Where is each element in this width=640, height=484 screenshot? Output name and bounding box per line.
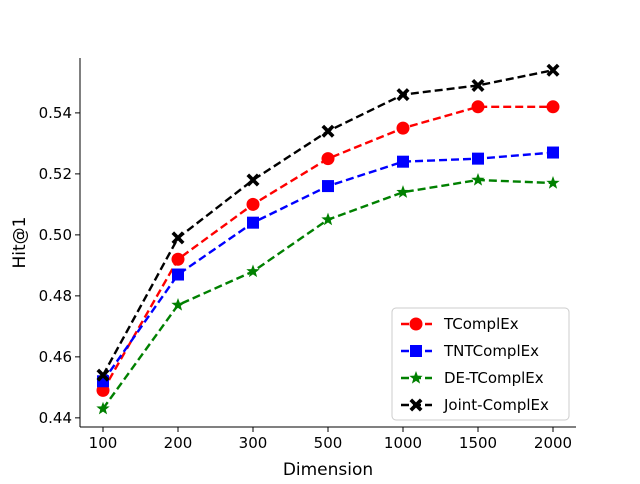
data-point: [397, 155, 409, 168]
data-point: [471, 78, 485, 92]
data-point: [247, 216, 259, 229]
x-tick-label: 100: [89, 434, 118, 452]
data-point: [321, 124, 335, 138]
x-tick-label: 2000: [534, 434, 572, 452]
data-point: [546, 100, 560, 114]
x-tick-label: 200: [164, 434, 193, 452]
axes: 100 200 300 500 1000 1500 2000 0.44 0.46 0.48 0.50…: [10, 58, 576, 480]
data-point: [171, 252, 185, 266]
legend: TComplEx TNTComplEx DE-TComplEx Joint-Compl…: [391, 307, 570, 421]
legend-marker: [409, 317, 423, 331]
legend-marker: [409, 371, 423, 384]
legend-label: Joint-ComplEx: [443, 396, 549, 414]
data-point: [471, 172, 485, 186]
data-point: [171, 298, 185, 311]
x-tick-label: 1500: [459, 434, 497, 452]
legend-item: Joint-ComplEx: [401, 396, 549, 414]
y-axis-label: Hit@1: [10, 217, 30, 269]
legend-box: [391, 307, 570, 421]
data-point: [396, 185, 410, 198]
legend-item: TNTComplEx: [401, 342, 539, 360]
y-tick-label: 0.44: [39, 409, 72, 427]
data-point: [172, 268, 184, 281]
x-tick-label: 300: [239, 434, 268, 452]
x-axis-label: Dimension: [283, 460, 373, 480]
data-point: [396, 88, 410, 102]
legend-item: DE-TComplEx: [401, 369, 544, 387]
series-layer: [96, 63, 560, 415]
y-tick-label: 0.54: [39, 104, 72, 122]
y-tick-label: 0.48: [39, 287, 72, 305]
legend-marker: [410, 345, 422, 357]
legend-label: DE-TComplEx: [444, 369, 544, 387]
series-tntcomplex: [97, 146, 559, 388]
legend-marker: [409, 398, 423, 412]
series-de-tcomplex: [96, 172, 560, 415]
data-point: [547, 146, 559, 159]
data-point: [471, 100, 485, 114]
series-joint-complex: [96, 63, 560, 382]
data-point: [246, 197, 260, 211]
x-tick-label: 1000: [384, 434, 422, 452]
data-point: [96, 368, 110, 382]
y-tick-label: 0.50: [39, 226, 72, 244]
data-point: [171, 231, 185, 245]
legend-item: TComplEx: [401, 315, 519, 333]
x-tick-label: 500: [314, 434, 343, 452]
legend-label: TNTComplEx: [443, 342, 539, 360]
data-point: [246, 173, 260, 187]
data-point: [546, 176, 560, 189]
data-point: [246, 264, 260, 278]
data-point: [321, 212, 335, 226]
y-tick-label: 0.52: [39, 165, 72, 183]
data-point: [472, 152, 484, 165]
data-point: [546, 63, 560, 77]
data-point: [96, 401, 110, 415]
data-point: [321, 152, 335, 166]
data-point: [396, 121, 410, 135]
y-tick-label: 0.46: [39, 348, 72, 366]
legend-label: TComplEx: [443, 315, 519, 333]
data-point: [322, 180, 334, 193]
